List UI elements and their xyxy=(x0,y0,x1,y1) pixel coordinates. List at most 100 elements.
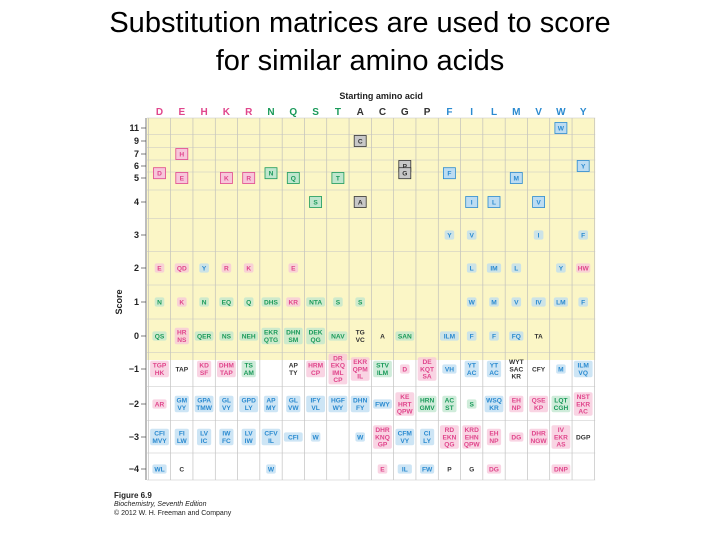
cell-highlight xyxy=(400,364,410,374)
cell-letters: CFY xyxy=(532,366,546,373)
cell-highlight xyxy=(306,297,325,307)
cell-letters: S xyxy=(336,299,341,306)
cell-letters: IL xyxy=(268,438,274,445)
cell-letters: QPW xyxy=(464,442,481,449)
cell-letters: H xyxy=(179,151,184,158)
cell-letters: ILM xyxy=(444,333,456,340)
cell-letters: KNQ xyxy=(375,434,390,441)
cell-letters: CFI xyxy=(288,434,299,441)
cell-highlight xyxy=(194,395,214,413)
cell-highlight xyxy=(286,395,301,413)
figure-caption: Figure 6.9 Biochemistry, Seventh Edition… xyxy=(114,491,231,518)
cell-highlight xyxy=(529,428,548,446)
cell-box xyxy=(153,167,166,180)
cell-letters: QSE xyxy=(532,398,547,405)
cell-highlight xyxy=(261,327,281,345)
column-label-F: F xyxy=(446,107,452,118)
cell-highlight xyxy=(442,395,457,413)
cell-letters: E xyxy=(157,265,162,272)
cell-letters: DNP xyxy=(554,466,569,473)
cell-letters: AP xyxy=(289,363,299,370)
cell-letters: MY xyxy=(266,405,276,412)
cell-box xyxy=(487,196,501,208)
cell-letters: TAP xyxy=(220,370,233,377)
cell-letters: N xyxy=(202,299,207,306)
cell-letters: IL xyxy=(357,374,363,381)
cell-highlight xyxy=(194,331,214,341)
cell-letters: TAP xyxy=(175,366,188,373)
cell-highlight xyxy=(328,395,348,413)
cell-letters: DE xyxy=(423,359,433,366)
cell-letters: AP xyxy=(266,398,276,405)
cell-letters: KP xyxy=(534,405,544,412)
cell-letters: NTA xyxy=(309,299,322,306)
cell-letters: Q xyxy=(291,175,296,182)
caption-copyright: © 2012 W. H. Freeman and Company xyxy=(114,510,232,517)
cell-letters: EHN xyxy=(465,434,479,441)
cell-letters: DG xyxy=(489,466,499,473)
cell-letters: G xyxy=(469,466,474,473)
cell-letters: DHN xyxy=(353,398,368,405)
row-label: 11 xyxy=(129,123,139,133)
cell-letters: MVY xyxy=(152,438,167,445)
cell-highlight xyxy=(417,395,437,413)
cell-letters: VY xyxy=(177,405,186,412)
cell-highlight xyxy=(486,263,502,273)
column-label-P: P xyxy=(424,107,431,118)
cell-box xyxy=(576,160,590,172)
cell-highlight xyxy=(377,464,388,474)
cell-letters: WSQ xyxy=(486,398,502,405)
cell-highlight xyxy=(241,360,256,378)
cell-letters: V xyxy=(536,199,541,206)
cell-letters: ST xyxy=(445,405,453,412)
cell-letters: AM xyxy=(244,370,255,377)
cell-letters: GL xyxy=(289,398,298,405)
caption-figure-number: Figure 6.9 xyxy=(114,491,152,500)
cell-box xyxy=(532,196,546,208)
cell-letters: TS xyxy=(244,363,253,370)
cell-highlight xyxy=(489,331,499,341)
cell-letters: ILM xyxy=(578,363,590,370)
column-label-T: T xyxy=(335,107,341,118)
cell-highlight xyxy=(219,428,234,446)
row-label: 4 xyxy=(134,197,139,207)
cell-highlight xyxy=(239,331,259,341)
slide-title-line-2: for similar amino acids xyxy=(215,45,505,77)
cell-letters: K xyxy=(246,265,251,272)
cell-letters: DG xyxy=(511,434,521,441)
cell-highlight xyxy=(243,263,254,273)
cell-highlight xyxy=(221,263,232,273)
cell-letters: D xyxy=(402,366,407,373)
cell-letters: EKN xyxy=(442,434,456,441)
cell-letters: STV xyxy=(376,363,389,370)
cell-letters: LV xyxy=(245,431,254,438)
cell-highlight xyxy=(511,263,522,273)
column-label-L: L xyxy=(491,107,497,118)
cell-letters: QPW xyxy=(397,409,414,416)
row-label: 3 xyxy=(134,230,139,240)
cell-highlight xyxy=(288,263,299,273)
cell-highlight xyxy=(509,395,524,413)
cell-letters: LW xyxy=(177,438,188,445)
cell-highlight xyxy=(573,392,593,416)
cell-letters: QG xyxy=(444,442,454,449)
cell-highlight xyxy=(154,297,165,307)
cell-letters: KR xyxy=(289,299,299,306)
cell-letters: LY xyxy=(245,405,253,412)
cell-highlight xyxy=(328,353,348,385)
cell-letters: VC xyxy=(356,337,365,344)
cell-letters: CFV xyxy=(264,431,278,438)
cell-box xyxy=(353,196,367,208)
cell-letters: V xyxy=(514,299,519,306)
cell-highlight xyxy=(174,428,189,446)
slide-title-line-1: Substitution matrices are used to score xyxy=(109,7,611,39)
cell-letters: QG xyxy=(310,337,320,344)
row-label: −4 xyxy=(129,464,139,474)
cell-highlight xyxy=(306,395,325,413)
cell-highlight xyxy=(486,428,502,446)
cell-highlight xyxy=(174,395,189,413)
cell-letters: WL xyxy=(154,466,164,473)
cell-highlight xyxy=(466,331,477,341)
column-label-A: A xyxy=(357,107,364,118)
cell-box xyxy=(509,172,523,184)
